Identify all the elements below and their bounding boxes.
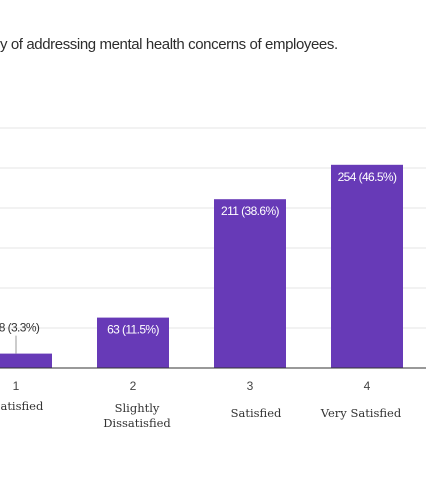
bar-4: [331, 164, 403, 368]
data-label-4: 254 (46.5%): [338, 170, 397, 184]
data-label-3: 211 (38.6%): [221, 204, 279, 218]
chart-title: y of addressing mental health concerns o…: [0, 36, 338, 53]
x-tick-label: 1: [13, 379, 20, 393]
x-tick-label: 3: [247, 379, 254, 393]
x-category-label: Satisfied: [231, 406, 282, 420]
data-label-2: 63 (11.5%): [107, 323, 159, 337]
bar-2: [97, 317, 169, 368]
x-category-label: Slightly Dissatisfied: [103, 401, 171, 430]
data-label-1: 18 (3.3%): [0, 321, 40, 335]
bar-1: [0, 353, 52, 368]
x-category-label: ssatisfied: [0, 399, 44, 413]
x-tick-label: 4: [364, 379, 371, 393]
bar-3: [214, 199, 286, 368]
x-category-label: Very Satisfied: [320, 406, 402, 420]
x-tick-label: 2: [130, 379, 137, 393]
